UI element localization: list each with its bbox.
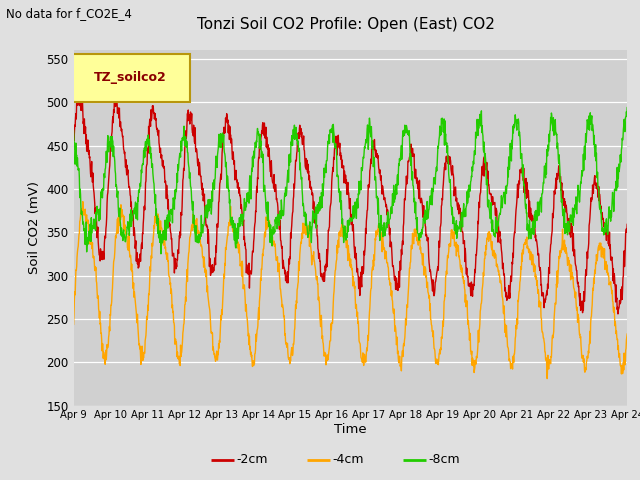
- Text: Tonzi Soil CO2 Profile: Open (East) CO2: Tonzi Soil CO2 Profile: Open (East) CO2: [196, 17, 495, 32]
- Text: -8cm: -8cm: [429, 453, 460, 467]
- Text: -2cm: -2cm: [237, 453, 268, 467]
- Text: -4cm: -4cm: [333, 453, 364, 467]
- X-axis label: Time: Time: [334, 423, 367, 436]
- Text: TZ_soilco2: TZ_soilco2: [94, 72, 166, 84]
- FancyBboxPatch shape: [71, 54, 190, 102]
- Text: No data for f_CO2E_4: No data for f_CO2E_4: [6, 7, 132, 20]
- Y-axis label: Soil CO2 (mV): Soil CO2 (mV): [28, 181, 41, 275]
